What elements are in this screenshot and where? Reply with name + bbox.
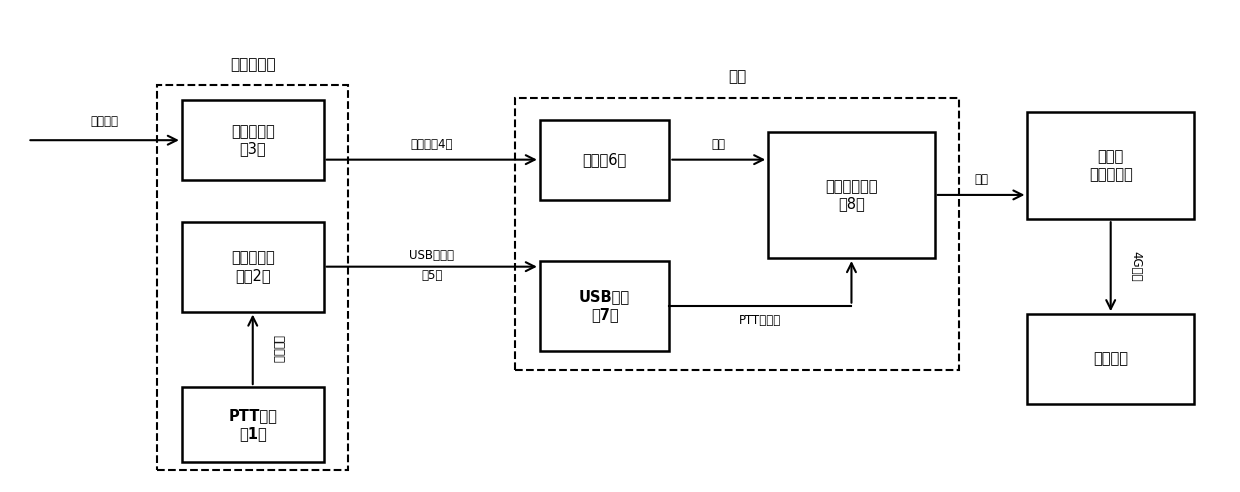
Text: 4G网络: 4G网络 [1130,251,1142,282]
Text: 网线: 网线 [975,173,988,186]
Text: 声卡（6）: 声卡（6） [583,152,626,167]
Text: USB接口
（7）: USB接口 （7） [579,289,630,322]
Text: 电脑: 电脑 [728,69,746,84]
Text: （5）: （5） [422,269,443,282]
Text: USB数据线: USB数据线 [409,249,454,262]
Text: 手机终端: 手机终端 [1094,352,1128,367]
Text: 语音对讲模块
（8）: 语音对讲模块 （8） [825,179,878,211]
Text: 按键接口: 按键接口 [272,336,284,364]
Bar [1028,112,1194,219]
Text: PTT按键
（1）: PTT按键 （1） [228,408,278,441]
Text: 语音输入: 语音输入 [91,115,119,128]
Bar [768,132,935,258]
Text: 动圈麦克风
（3）: 动圈麦克风 （3） [231,124,274,156]
Text: 音频线（4）: 音频线（4） [410,138,453,151]
Bar [539,120,670,200]
Bar [515,97,960,370]
Bar [182,387,324,462]
Text: 服务器
会议客户端: 服务器 会议客户端 [1089,150,1132,182]
Text: PTT被触发: PTT被触发 [739,314,781,327]
Bar [182,222,324,311]
Bar [539,261,670,351]
Bar [1028,314,1194,404]
Text: 单键键盘模
块（2）: 单键键盘模 块（2） [231,250,274,283]
Text: 语音: 语音 [712,138,725,151]
Text: 桌面麦克风: 桌面麦克风 [231,57,277,72]
Bar [182,100,324,181]
Bar [157,86,348,470]
